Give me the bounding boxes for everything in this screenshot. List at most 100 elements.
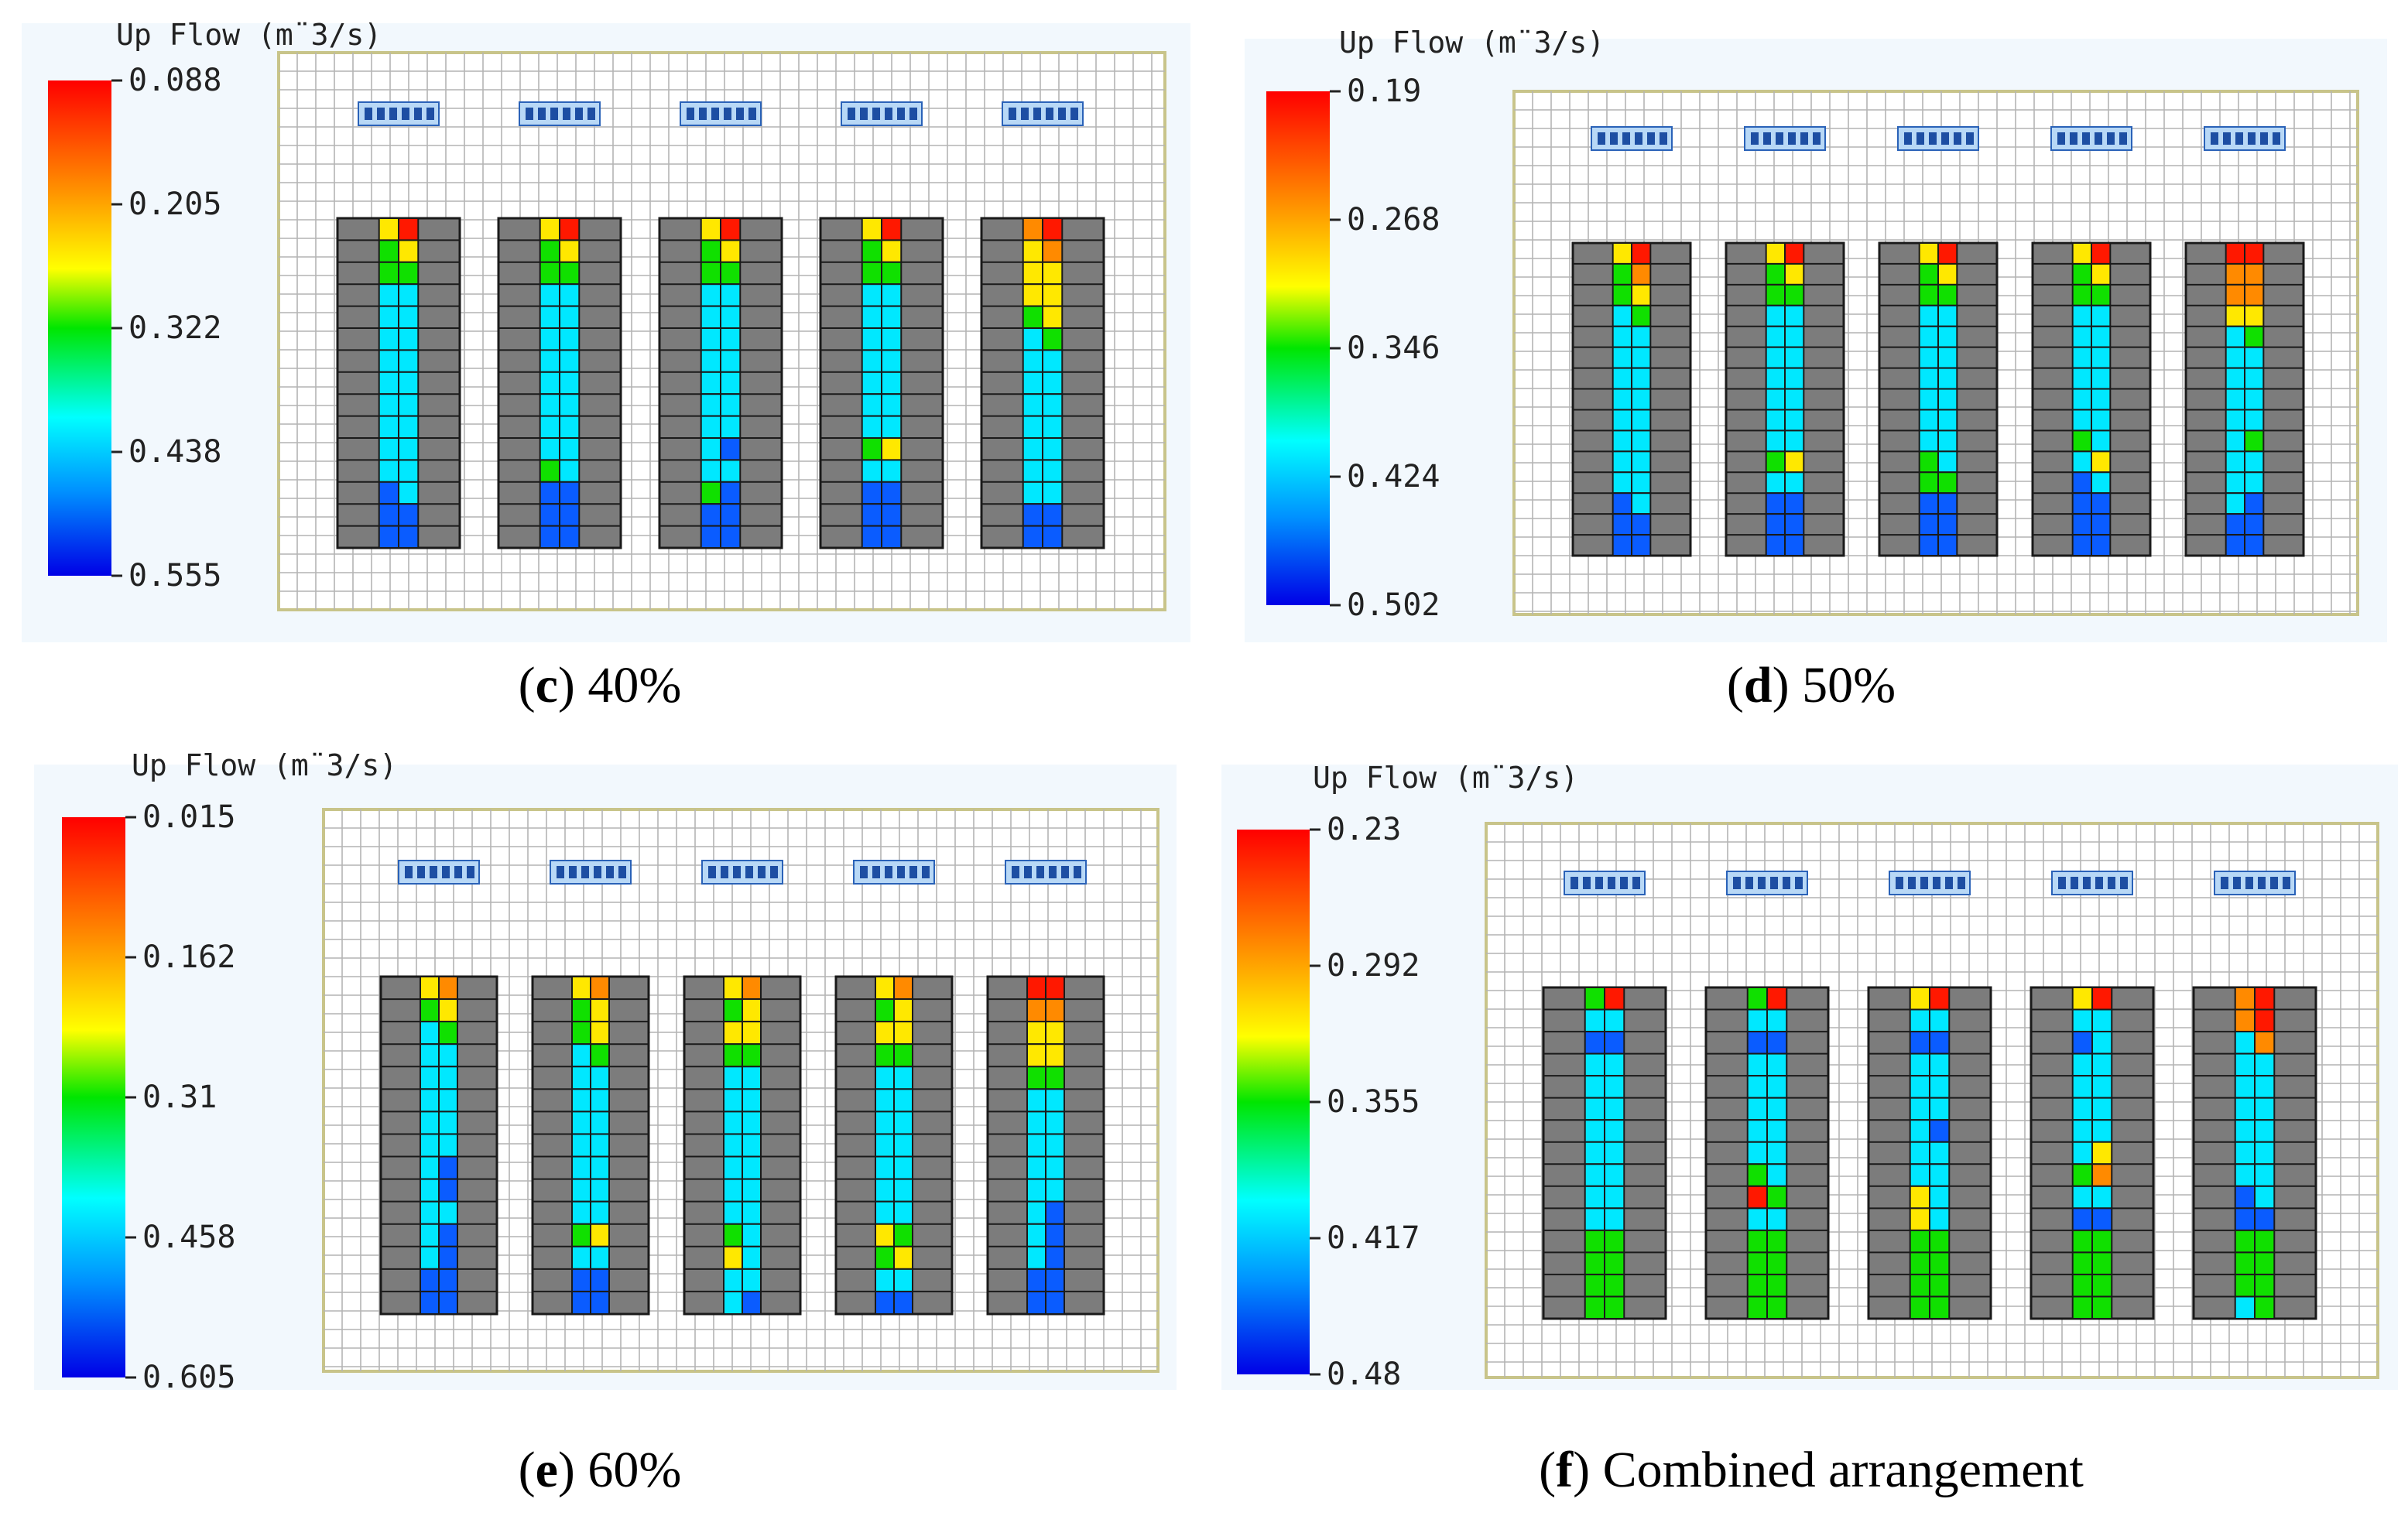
cell-right [720, 283, 742, 307]
cell-right [893, 976, 913, 1001]
cell-right [2091, 1097, 2113, 1121]
cell-left [861, 437, 882, 461]
cell-left [875, 1268, 895, 1292]
cell-right [1604, 1052, 1625, 1077]
cell-left [875, 1088, 895, 1113]
cell-left [1584, 987, 1605, 1011]
cell-right [2091, 429, 2112, 453]
cell-right [1045, 1200, 1065, 1225]
colorbar-tick-label: 0.31 [142, 1080, 217, 1115]
cell-right [893, 1245, 913, 1270]
cell-left [1918, 450, 1939, 474]
cell-right [438, 1155, 458, 1180]
cell-left [1026, 1133, 1046, 1158]
cell-right [1766, 1273, 1788, 1298]
cell-right [1766, 1185, 1788, 1210]
cell-left [723, 1043, 743, 1068]
cell-left [2071, 283, 2092, 306]
cell-right [438, 1268, 458, 1292]
cell-left [2071, 534, 2092, 556]
cell-left [1765, 304, 1786, 327]
cell-left [1746, 1207, 1768, 1231]
cell-right [881, 217, 903, 241]
cell-right [1631, 492, 1652, 515]
cell-right [2091, 409, 2112, 432]
cell-left [1022, 503, 1043, 527]
channel-header-glyph [377, 108, 385, 120]
channel-header-glyph [687, 108, 694, 120]
cell-right [559, 481, 581, 505]
channel-header-glyph [2071, 877, 2078, 889]
cell-right [742, 1245, 762, 1270]
cell-left [571, 1290, 591, 1316]
cell-left [1918, 388, 1939, 411]
channel-5 [2184, 126, 2305, 557]
cell-right [2091, 1163, 2113, 1187]
channel-header-glyph [467, 866, 474, 878]
channel-4 [2030, 871, 2155, 1320]
cell-right [893, 1043, 913, 1068]
cell-right [1042, 459, 1064, 483]
channel-header-glyph [426, 108, 434, 120]
cell-left [1909, 1008, 1930, 1033]
cell-right [742, 1021, 762, 1045]
channel-header-glyph [1783, 877, 1790, 889]
cell-left [1612, 471, 1632, 494]
cell-right [742, 1223, 762, 1247]
channel-header-glyph [1049, 866, 1057, 878]
cell-left [571, 1088, 591, 1113]
cell-left [1612, 450, 1632, 474]
cell-left [420, 1088, 440, 1113]
channel-header-glyph [1024, 866, 1032, 878]
cell-left [2071, 346, 2092, 369]
cell-right [720, 371, 742, 395]
cell-right [2091, 1141, 2113, 1165]
cell-left [2071, 429, 2092, 453]
channel-header-glyph [1595, 877, 1603, 889]
cell-left [1909, 1031, 1930, 1055]
colorbar-tick-label: 0.015 [142, 799, 235, 835]
colorbar-tick-label: 0.162 [142, 939, 235, 975]
cell-left [861, 481, 882, 505]
cell-left [420, 976, 440, 1001]
cell-left [1909, 1229, 1930, 1254]
cell-left [2071, 1141, 2093, 1165]
cell-left [571, 1223, 591, 1247]
cell-left [378, 437, 400, 461]
channel-header-glyph [1021, 108, 1029, 120]
cell-left [1918, 429, 1939, 453]
cell-left [2071, 492, 2092, 515]
channel-header-glyph [1571, 877, 1578, 889]
cell-right [438, 976, 458, 1001]
channel-header-glyph [1608, 877, 1615, 889]
cell-left [861, 415, 882, 439]
cell-right [2244, 429, 2265, 453]
cell-right [559, 437, 581, 461]
cell-left [1584, 1052, 1605, 1077]
cell-left [2071, 409, 2092, 432]
channel-header-glyph [745, 866, 753, 878]
cell-right [1937, 409, 1958, 432]
cell-right [1937, 534, 1958, 556]
cell-right [720, 239, 742, 263]
cell-left [2071, 1229, 2093, 1254]
cell-left [1765, 283, 1786, 306]
cell-right [2091, 534, 2112, 556]
channel-2 [497, 101, 622, 549]
cell-left [420, 1110, 440, 1135]
caption-e: (e) 60% [518, 1442, 682, 1498]
cell-left [875, 1223, 895, 1247]
cell-right [2091, 1075, 2113, 1099]
cell-right [1604, 1295, 1625, 1320]
cell-left [539, 415, 560, 439]
cell-right [2091, 987, 2113, 1011]
channel-header-glyph [1941, 132, 1949, 145]
cell-left [1026, 1178, 1046, 1203]
colorbar-tick-label: 0.19 [1347, 74, 1421, 109]
cell-right [590, 998, 610, 1023]
cell-right [590, 1066, 610, 1090]
cell-right [398, 305, 420, 330]
cell-left [1909, 1141, 1930, 1165]
cell-left [2071, 1119, 2093, 1143]
